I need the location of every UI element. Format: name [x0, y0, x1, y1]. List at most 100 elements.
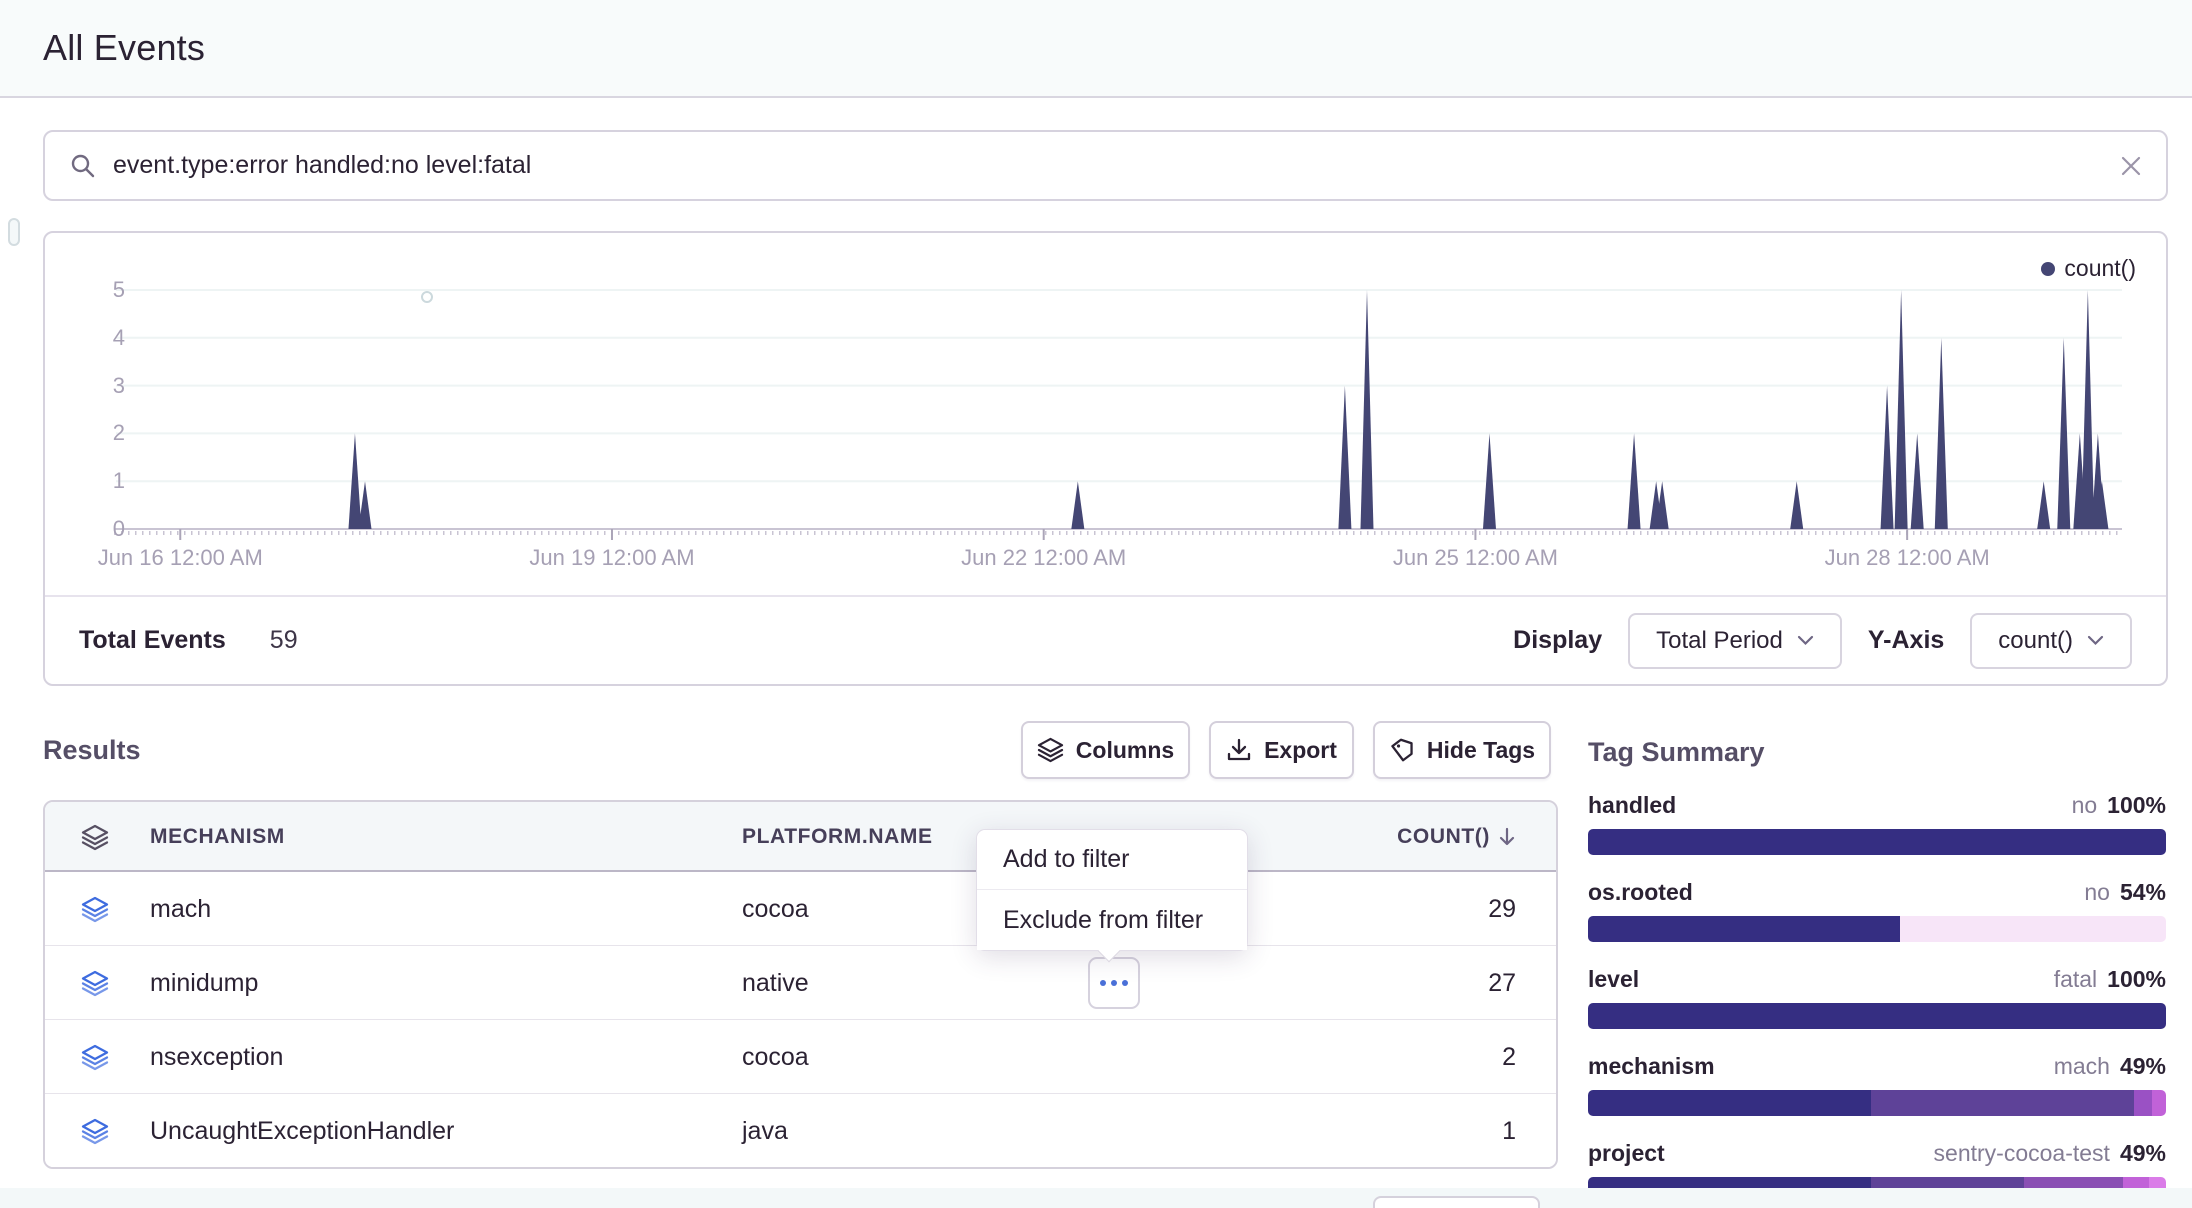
- release-marker-icon: [421, 291, 433, 303]
- table-row[interactable]: mach cocoa 29: [45, 872, 1556, 946]
- page-title: All Events: [43, 27, 205, 69]
- search-icon: [69, 152, 97, 180]
- total-events-label: Total Events: [79, 626, 226, 655]
- y-tick-label: 2: [63, 420, 125, 446]
- cell-platform: cocoa: [742, 1020, 809, 1094]
- x-tick-label: Jun 25 12:00 AM: [1393, 545, 1558, 571]
- results-toolbar: Columns Export Hide Tags: [1021, 721, 1551, 779]
- page-bottom-strip: [0, 1188, 2192, 1208]
- display-select[interactable]: Total Period: [1628, 613, 1842, 669]
- clear-search-icon[interactable]: [2120, 155, 2142, 177]
- cell-actions-button[interactable]: [1088, 957, 1140, 1009]
- y-axis-label: Y-Axis: [1868, 626, 1944, 655]
- x-tick-label: Jun 28 12:00 AM: [1825, 545, 1990, 571]
- tag-block-os-rooted: os.rooted no 54%: [1588, 879, 2166, 942]
- tag-icon: [1389, 737, 1415, 763]
- menu-item-exclude-from-filter[interactable]: Exclude from filter: [977, 890, 1247, 950]
- tag-summary-panel: Tag Summary handled no 100% os.rooted no…: [1588, 737, 2166, 1208]
- column-header-count[interactable]: COUNT(): [1397, 802, 1516, 872]
- tag-distribution-bar[interactable]: [1588, 1090, 2166, 1116]
- events-area-chart[interactable]: [45, 233, 2166, 573]
- cell-count: 2: [1502, 1020, 1516, 1094]
- tag-block-handled: handled no 100%: [1588, 792, 2166, 855]
- export-button[interactable]: Export: [1209, 721, 1354, 779]
- hide-tags-button-label: Hide Tags: [1427, 737, 1535, 764]
- layers-icon: [1037, 737, 1064, 763]
- discover-all-events-page: All Events event.type:error handled:no l…: [0, 0, 2192, 1208]
- panel-drag-handle[interactable]: [8, 218, 20, 246]
- y-tick-label: 4: [63, 325, 125, 351]
- tag-block-mechanism: mechanism mach 49%: [1588, 1053, 2166, 1116]
- tag-distribution-bar[interactable]: [1588, 1003, 2166, 1029]
- tag-summary-heading: Tag Summary: [1588, 737, 2166, 768]
- cell-platform: java: [742, 1094, 788, 1168]
- tag-bar-segment: [1871, 1090, 2134, 1116]
- search-query-text[interactable]: event.type:error handled:no level:fatal: [113, 151, 2120, 180]
- table-row[interactable]: minidump native 27: [45, 946, 1556, 1020]
- display-label: Display: [1513, 626, 1602, 655]
- cell-mechanism: UncaughtExceptionHandler: [150, 1094, 454, 1168]
- column-header-mechanism[interactable]: MECHANISM: [150, 802, 285, 872]
- chevron-down-icon: [1797, 635, 1814, 646]
- layers-icon[interactable]: [81, 802, 109, 872]
- tag-bar-segment: [1588, 1090, 1871, 1116]
- display-selected-value: Total Period: [1656, 627, 1783, 655]
- tag-block-level: level fatal 100%: [1588, 966, 2166, 1029]
- page-header: All Events: [0, 0, 2192, 98]
- y-axis-select[interactable]: count(): [1970, 613, 2132, 669]
- layers-icon: [81, 872, 109, 946]
- search-bar[interactable]: event.type:error handled:no level:fatal: [43, 130, 2168, 201]
- hide-tags-button[interactable]: Hide Tags: [1373, 721, 1551, 779]
- chevron-down-icon: [2087, 635, 2104, 646]
- y-tick-label: 3: [63, 373, 125, 399]
- tag-name: handled: [1588, 792, 1676, 819]
- columns-button[interactable]: Columns: [1021, 721, 1190, 779]
- pagination-button[interactable]: [1373, 1196, 1540, 1208]
- tag-bar-segment: [1588, 916, 1900, 942]
- cell-mechanism: nsexception: [150, 1020, 283, 1094]
- x-tick-label: Jun 22 12:00 AM: [961, 545, 1126, 571]
- tag-distribution-bar[interactable]: [1588, 916, 2166, 942]
- events-chart-card: count() 0 1 2 3 4 5 Jun 16 12:00 AM Jun 19 12:…: [43, 231, 2168, 686]
- y-tick-label: 5: [63, 277, 125, 303]
- x-tick-label: Jun 16 12:00 AM: [98, 545, 263, 571]
- y-tick-label: 1: [63, 468, 125, 494]
- download-icon: [1226, 737, 1252, 763]
- column-header-platform-name[interactable]: PLATFORM.NAME: [742, 802, 933, 872]
- layers-icon: [81, 946, 109, 1020]
- layers-icon: [81, 1094, 109, 1168]
- tag-name: mechanism: [1588, 1053, 1715, 1080]
- tag-bar-segment: [2134, 1090, 2151, 1116]
- menu-item-add-to-filter[interactable]: Add to filter: [977, 830, 1247, 890]
- tag-top-value: no: [2072, 792, 2098, 819]
- table-row[interactable]: nsexception cocoa 2: [45, 1020, 1556, 1094]
- ellipsis-icon: [1111, 980, 1117, 986]
- tag-name: level: [1588, 966, 1639, 993]
- count-header-label: COUNT(): [1397, 825, 1490, 849]
- results-table: MECHANISM PLATFORM.NAME COUNT() mach coc…: [43, 800, 1558, 1169]
- tag-name: os.rooted: [1588, 879, 1693, 906]
- sort-descending-icon: [1498, 827, 1516, 847]
- cell-mechanism: mach: [150, 872, 211, 946]
- table-header-row: MECHANISM PLATFORM.NAME COUNT(): [45, 802, 1556, 872]
- table-row[interactable]: UncaughtExceptionHandler java 1: [45, 1094, 1556, 1168]
- cell-actions-menu: Add to filter Exclude from filter: [976, 829, 1248, 951]
- y-tick-label: 0: [63, 516, 125, 542]
- tag-top-value: fatal: [2054, 966, 2097, 993]
- tag-top-percent: 54%: [2120, 879, 2166, 906]
- results-heading: Results: [43, 721, 141, 779]
- cell-count: 1: [1502, 1094, 1516, 1168]
- tag-distribution-bar[interactable]: [1588, 829, 2166, 855]
- cell-count: 27: [1488, 946, 1516, 1020]
- export-button-label: Export: [1264, 737, 1337, 764]
- cell-platform: cocoa: [742, 872, 809, 946]
- total-events-value: 59: [270, 626, 298, 655]
- tag-bar-segment: [1588, 829, 2166, 855]
- tag-bar-segment: [1900, 916, 2166, 942]
- ellipsis-icon: [1100, 980, 1106, 986]
- tag-top-percent: 49%: [2120, 1053, 2166, 1080]
- x-tick-label: Jun 19 12:00 AM: [529, 545, 694, 571]
- tag-top-percent: 49%: [2120, 1140, 2166, 1167]
- y-axis-selected-value: count(): [1998, 627, 2073, 655]
- layers-icon: [81, 1020, 109, 1094]
